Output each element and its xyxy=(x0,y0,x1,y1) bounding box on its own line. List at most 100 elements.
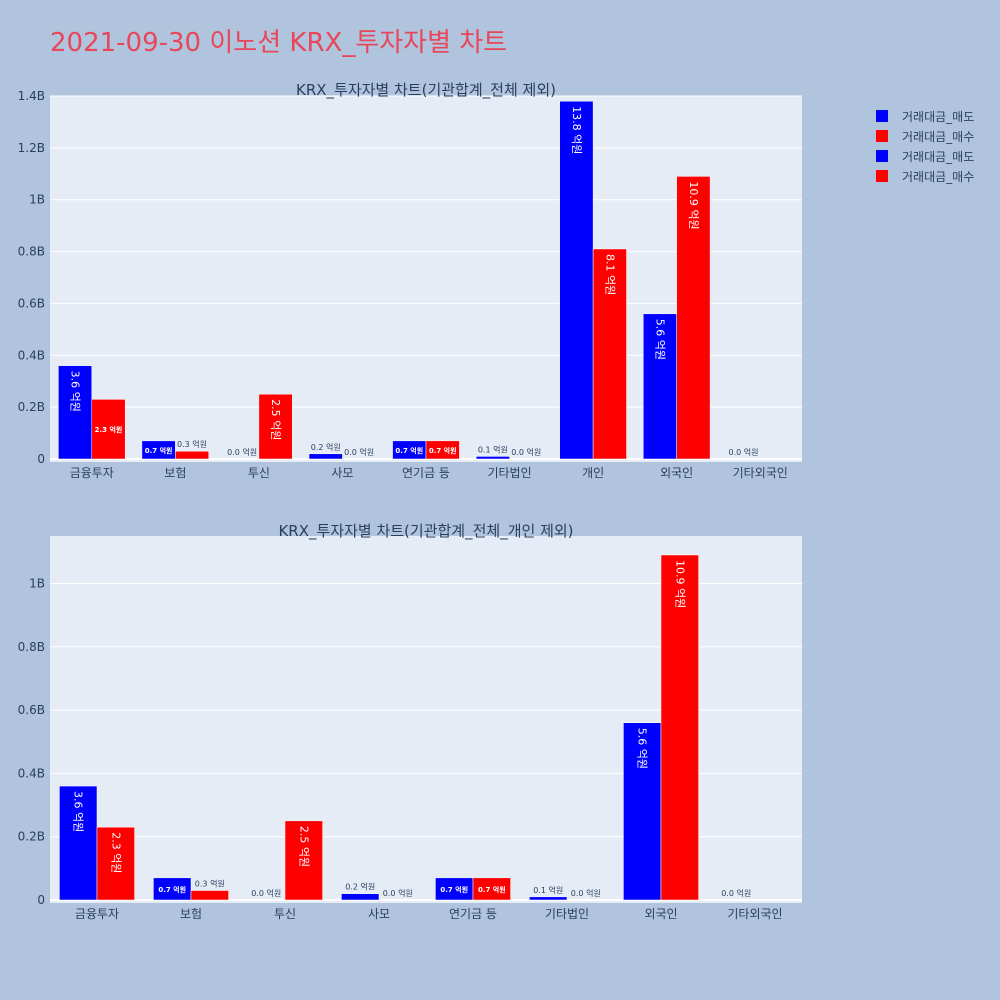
y-tick-label: 1B xyxy=(29,576,45,590)
data-label: 0.7 억원 xyxy=(440,885,468,894)
legend-label: 거래대금_매수 xyxy=(902,129,975,144)
data-label: 0.0 억원 xyxy=(729,447,759,457)
data-label: 0.2 억원 xyxy=(311,442,341,452)
chart-title: KRX_투자자별 차트(기관합계_전체_개인 제외) xyxy=(278,522,573,541)
x-tick-label: 보험 xyxy=(180,907,202,921)
bar[interactable] xyxy=(341,893,380,901)
x-tick-label: 외국인 xyxy=(644,907,677,921)
data-label: 13.8 억원 xyxy=(570,106,583,154)
legend-swatch xyxy=(876,130,888,142)
bar[interactable] xyxy=(676,176,711,460)
legend-label: 거래대금_매수 xyxy=(902,169,975,184)
data-label: 0.7 억원 xyxy=(158,885,186,894)
x-tick-label: 사모 xyxy=(368,907,390,921)
x-tick-label: 기타외국인 xyxy=(727,907,782,921)
legend: 거래대금_매도 거래대금_매수 거래대금_매도 거래대금_매수 xyxy=(876,106,974,186)
bar[interactable] xyxy=(642,313,677,460)
data-label: 0.0 억원 xyxy=(344,447,374,457)
data-label: 5.6 억원 xyxy=(636,728,649,769)
data-label: 10.9 억원 xyxy=(673,560,686,608)
y-tick-label: 0.4B xyxy=(18,348,45,362)
bar[interactable] xyxy=(258,393,293,460)
data-label: 0.0 억원 xyxy=(227,447,257,457)
y-tick-label: 1.2B xyxy=(18,141,45,155)
data-label: 3.6 억원 xyxy=(72,791,85,832)
x-tick-label: 금융투자 xyxy=(75,907,119,921)
x-tick-label: 개인 xyxy=(582,466,604,480)
legend-item[interactable]: 거래대금_매수 xyxy=(876,166,974,186)
bar[interactable] xyxy=(190,890,229,901)
y-tick-label: 1.4B xyxy=(18,89,45,103)
legend-swatch xyxy=(876,110,888,122)
x-tick-label: 사모 xyxy=(331,466,353,480)
bar[interactable] xyxy=(141,440,176,460)
data-label: 5.6 억원 xyxy=(653,319,666,360)
data-label: 2.3 억원 xyxy=(109,832,122,873)
y-tick-label: 0 xyxy=(37,452,45,466)
y-tick-label: 0.8B xyxy=(18,640,45,654)
data-label: 0.0 억원 xyxy=(251,888,281,898)
bar[interactable] xyxy=(475,456,510,460)
data-label: 0.7 억원 xyxy=(395,446,423,455)
data-label: 0.0 억원 xyxy=(721,888,751,898)
y-tick-label: 0.6B xyxy=(18,703,45,717)
data-label: 2.5 억원 xyxy=(269,399,282,440)
legend-item[interactable]: 거래대금_매도 xyxy=(876,146,974,166)
data-label: 0.3 억원 xyxy=(177,439,207,449)
bar[interactable] xyxy=(175,450,210,460)
y-tick-label: 0.2B xyxy=(18,830,45,844)
bar[interactable] xyxy=(96,826,135,901)
data-label: 0.2 억원 xyxy=(345,882,375,892)
y-tick-label: 0.6B xyxy=(18,296,45,310)
legend-swatch xyxy=(876,170,888,182)
bar[interactable] xyxy=(559,100,594,460)
bar[interactable] xyxy=(592,248,627,460)
legend-item[interactable]: 거래대금_매도 xyxy=(876,106,974,126)
bar[interactable] xyxy=(284,820,323,901)
x-tick-label: 투신 xyxy=(274,907,296,921)
x-tick-label: 투신 xyxy=(248,466,270,480)
x-tick-label: 외국인 xyxy=(660,466,693,480)
bar[interactable] xyxy=(308,453,343,460)
y-tick-label: 1B xyxy=(29,193,45,207)
bar[interactable] xyxy=(91,399,126,460)
legend-item[interactable]: 거래대금_매수 xyxy=(876,126,974,146)
data-label: 0.1 억원 xyxy=(478,444,508,454)
x-tick-label: 연기금 등 xyxy=(449,907,497,921)
y-tick-label: 0.4B xyxy=(18,766,45,780)
bar[interactable] xyxy=(660,554,699,901)
x-tick-label: 기타법인 xyxy=(487,466,531,480)
data-label: 0.7 억원 xyxy=(145,446,173,455)
y-tick-label: 0.2B xyxy=(18,400,45,414)
page-title: 2021-09-30 이노션 KRX_투자자별 차트 xyxy=(50,28,508,58)
x-tick-label: 금융투자 xyxy=(70,466,114,480)
bar[interactable] xyxy=(529,896,568,901)
legend-label: 거래대금_매도 xyxy=(902,109,975,124)
x-tick-label: 보험 xyxy=(164,466,186,480)
data-label: 0.1 억원 xyxy=(533,885,563,895)
data-label: 10.9 억원 xyxy=(687,181,700,229)
x-tick-label: 기타법인 xyxy=(545,907,589,921)
data-label: 0.7 억원 xyxy=(429,446,457,455)
data-label: 2.3 억원 xyxy=(95,425,123,434)
data-label: 2.5 억원 xyxy=(297,826,310,867)
legend-swatch xyxy=(876,150,888,162)
data-label: 8.1 억원 xyxy=(603,254,616,295)
data-label: 3.6 억원 xyxy=(69,371,82,412)
bar[interactable] xyxy=(59,785,98,901)
y-tick-label: 0.8B xyxy=(18,245,45,259)
y-tick-label: 0 xyxy=(37,893,45,907)
data-label: 0.3 억원 xyxy=(195,879,225,889)
x-tick-label: 연기금 등 xyxy=(402,466,450,480)
data-label: 0.0 억원 xyxy=(383,888,413,898)
x-tick-label: 기타외국인 xyxy=(733,466,788,480)
legend-label: 거래대금_매도 xyxy=(902,149,975,164)
data-label: 0.0 억원 xyxy=(511,447,541,457)
chart-title: KRX_투자자별 차트(기관합계_전체 제외) xyxy=(296,81,556,100)
bar[interactable] xyxy=(472,877,511,901)
data-label: 0.0 억원 xyxy=(571,888,601,898)
data-label: 0.7 억원 xyxy=(478,885,506,894)
bar[interactable] xyxy=(425,440,460,460)
bar[interactable] xyxy=(153,877,192,901)
